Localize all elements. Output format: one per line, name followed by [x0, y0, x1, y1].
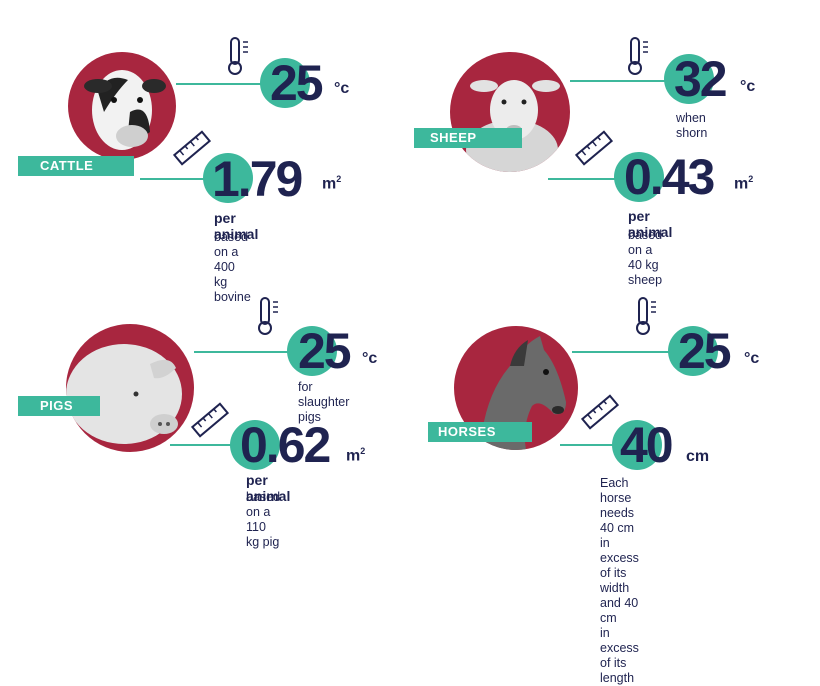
horses-space-dot	[612, 420, 662, 470]
sheep-space-line	[548, 178, 624, 180]
pigs-space-line	[170, 444, 236, 446]
horses-temp-unit: °c	[744, 350, 760, 367]
cattle-temp-line	[176, 83, 272, 85]
horse-illustration	[480, 336, 566, 450]
cattle-space-unit-base: m	[322, 175, 337, 193]
horses-space-unit: cm	[686, 448, 710, 465]
sheep-space-dot	[614, 152, 664, 202]
ruler-icon	[190, 402, 230, 438]
cattle-space-value: 1.79	[212, 151, 303, 207]
horses-temp-value: 25	[678, 323, 732, 379]
cattle-space-unit: m2	[322, 174, 341, 193]
sheep-space-unit-exp: 2	[748, 174, 754, 184]
sheep-temp-value: 32	[674, 51, 728, 107]
cattle-image	[68, 52, 176, 160]
pigs-temp-note: for slaughter pigs	[298, 380, 350, 424]
cattle-tag: CATTLE	[18, 156, 134, 176]
sheep-tag: SHEEP	[414, 128, 522, 148]
pigs-space-dot	[230, 420, 280, 470]
horses-temp-dot	[668, 326, 718, 376]
thermometer-icon	[636, 297, 656, 335]
pigs-temp-value: 25	[298, 323, 352, 379]
sheep-temp-note: when shorn	[676, 111, 708, 140]
pig-illustration	[66, 344, 182, 444]
horses-note-line1: Each horse needs 40 cm in	[600, 476, 635, 550]
pigs-temp-dot	[287, 326, 337, 376]
cattle-temp-value: 25	[270, 55, 324, 111]
sheep-space-value: 0.43	[624, 149, 715, 205]
pigs-image	[66, 324, 194, 452]
cattle-space-dot	[203, 153, 253, 203]
pigs-per-animal: per animal	[246, 472, 291, 504]
thermometer-icon	[628, 37, 648, 75]
cattle-space-line	[140, 178, 216, 180]
pigs-space-unit-base: m	[346, 447, 361, 465]
pigs-space-value: 0.62	[240, 417, 331, 473]
cattle-temp-unit: °c	[334, 80, 350, 97]
ruler-icon	[172, 130, 212, 166]
pigs-space-unit-exp: 2	[360, 446, 366, 456]
sheep-space-unit: m2	[734, 174, 753, 193]
ruler-icon	[580, 394, 620, 430]
horses-temp-line	[572, 351, 676, 353]
horses-tag: HORSES	[428, 422, 532, 442]
pigs-space-unit: m2	[346, 446, 365, 465]
thermometer-icon	[258, 297, 278, 335]
ruler-icon	[574, 130, 614, 166]
pigs-temp-unit: °c	[362, 350, 378, 367]
sheep-temp-dot	[664, 54, 714, 104]
cattle-temp-dot	[260, 58, 310, 108]
pigs-tag: PIGS	[18, 396, 100, 416]
sheep-temp-line	[570, 80, 674, 82]
cattle-per-animal: per animal	[214, 210, 259, 242]
horses-note: Each horse needs 40 cm in excess of its …	[600, 476, 639, 686]
horses-note-line2: excess of its width and 40 cm	[600, 551, 639, 625]
thermometer-icon	[228, 37, 248, 75]
horses-space-line	[560, 444, 620, 446]
cattle-space-unit-exp: 2	[336, 174, 342, 184]
sheep-temp-unit: °c	[740, 78, 756, 95]
pigs-basis: based on a 110 kg pig	[246, 490, 281, 549]
sheep-basis: based on a 40 kg sheep	[628, 228, 663, 287]
horses-space-value: 40	[620, 417, 674, 473]
cow-illustration	[84, 70, 166, 150]
sheep-image	[450, 52, 570, 172]
cattle-basis: based on a 400 kg bovine	[214, 230, 251, 304]
pigs-temp-line	[194, 351, 298, 353]
sheep-space-unit-base: m	[734, 175, 749, 193]
sheep-illustration	[466, 80, 560, 172]
horses-note-line3: in excess of its length	[600, 626, 639, 685]
sheep-per-animal: per animal	[628, 208, 673, 240]
